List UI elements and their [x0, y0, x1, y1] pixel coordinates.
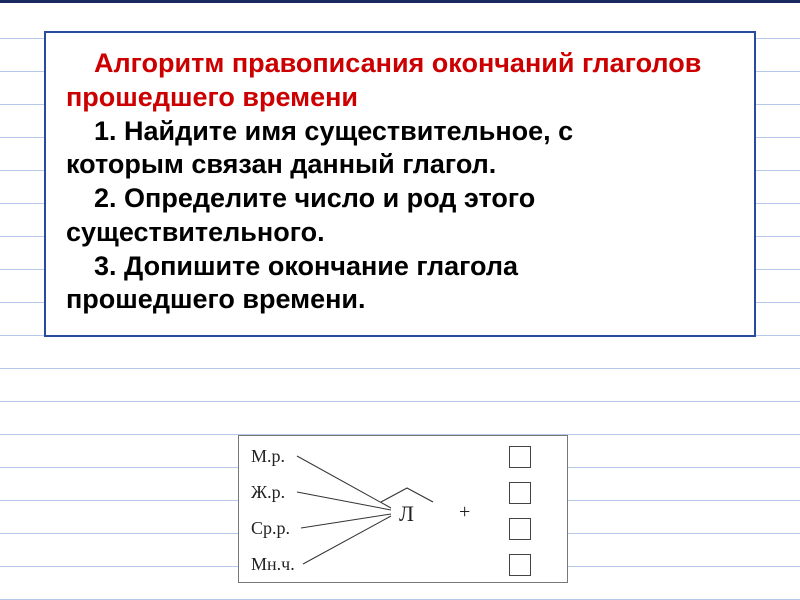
ending-box-f — [509, 482, 531, 504]
step1-line-a: 1. Найдите имя существительное, с — [66, 115, 734, 149]
center-letter: Л — [399, 501, 414, 527]
title-line-1: Алгоритм правописания окончаний глаголов — [66, 47, 734, 81]
step3-line-b: прошедшего времени. — [66, 283, 734, 317]
instruction-card: Алгоритм правописания окончаний глаголов… — [44, 31, 756, 337]
ending-box-m — [509, 446, 531, 468]
ending-box-n — [509, 518, 531, 540]
step2-line-a: 2. Определите число и род этого — [66, 182, 734, 216]
page-root: Алгоритм правописания окончаний глаголов… — [0, 0, 800, 600]
step2-line-b: существительного. — [66, 216, 734, 250]
step3-line-a: 3. Допишите окончание глагола — [66, 250, 734, 284]
step1-line-b: которым связан данный глагол. — [66, 148, 734, 182]
title-line-2: прошедшего времени — [66, 81, 734, 115]
diagram-inner: М.р. Ж.р. Ср.р. Мн.ч. Л + — [251, 446, 555, 572]
ending-box-pl — [509, 554, 531, 576]
gender-diagram: М.р. Ж.р. Ср.р. Мн.ч. Л + — [238, 435, 568, 583]
plus-sign: + — [459, 501, 470, 524]
